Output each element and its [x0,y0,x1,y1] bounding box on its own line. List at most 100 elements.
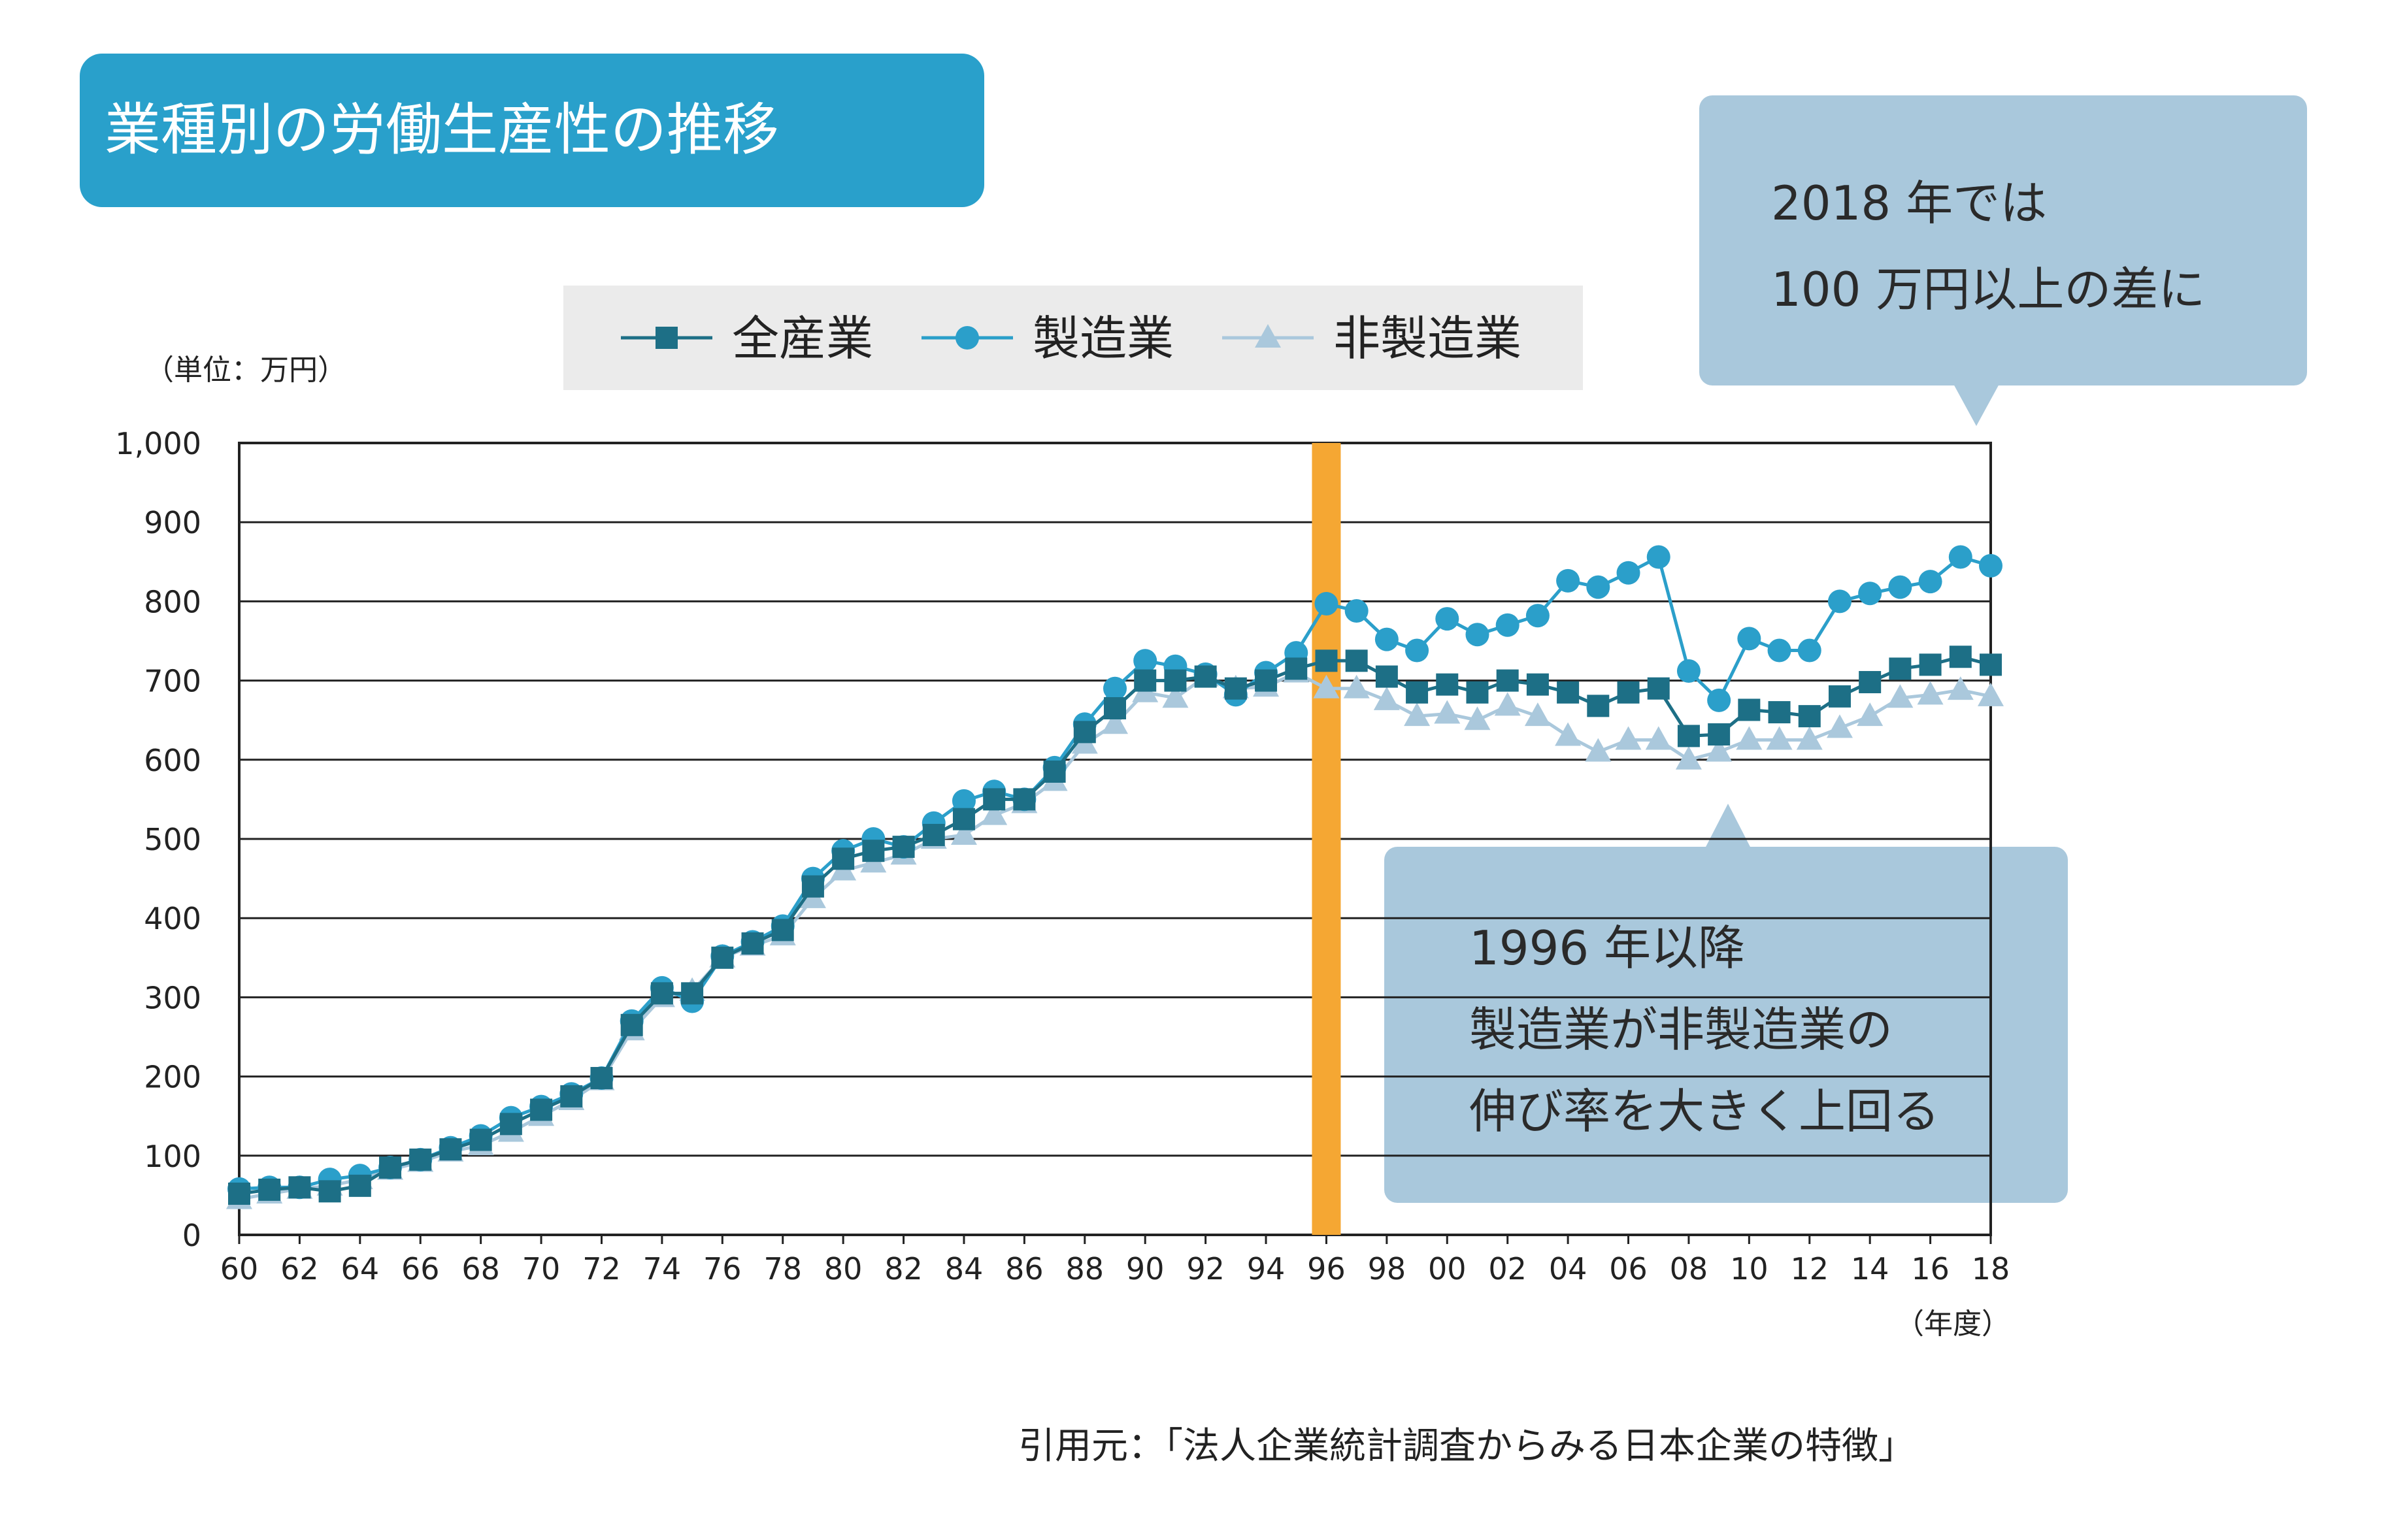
data-point [1615,726,1642,750]
data-point [348,1174,371,1197]
data-point [1617,681,1640,704]
x-tick-label: 12 [1790,1251,1829,1286]
data-point [1796,726,1823,750]
legend-item-2: 非製造業 [1222,311,1521,366]
y-unit-label: （単位：万円） [145,353,346,387]
data-point [1585,738,1612,762]
data-point [1525,604,1550,628]
y-tick-label: 900 [144,505,201,540]
data-point [1858,582,1882,606]
plot-frame [238,442,1992,1236]
data-point [711,946,734,969]
data-point [1073,721,1096,744]
x-tick-label: 14 [1851,1251,1889,1286]
data-point [983,788,1006,811]
x-tick-label: 10 [1730,1251,1769,1286]
data-point [1465,623,1489,647]
series-0 [228,646,2002,1205]
data-point [1313,674,1340,698]
data-point [1767,638,1791,663]
data-point [379,1156,402,1179]
data-point [560,1085,583,1107]
callout-bottom-line1: 1996 年以降 [1469,921,1746,975]
x-tick-label: 66 [401,1251,440,1286]
data-point [892,836,915,859]
data-point [1373,686,1400,710]
x-tick-label: 86 [1005,1251,1044,1286]
x-tick-label: 88 [1066,1251,1105,1286]
data-point [1980,653,2002,676]
data-point [1708,723,1731,746]
series-1 [227,545,2002,1201]
data-point [1495,613,1520,637]
data-point [1587,695,1610,717]
x-tick-label: 02 [1488,1251,1527,1286]
data-point [1133,649,1157,673]
data-point [681,982,704,1005]
data-point [1736,726,1763,750]
data-point [1738,698,1761,721]
data-point [1978,682,2004,706]
data-point [1766,726,1793,750]
data-point [1526,673,1549,696]
x-tick-label: 04 [1549,1251,1587,1286]
y-tick-label: 500 [144,822,201,857]
x-tick-label: 82 [884,1251,923,1286]
x-tick-label: 90 [1126,1251,1165,1286]
data-point [741,932,764,955]
legend-marker [955,326,979,350]
y-tick-label: 0 [182,1218,201,1253]
data-point [1888,575,1912,599]
data-point [1887,684,1914,708]
data-point [409,1148,432,1171]
callout-top-line1: 2018 年では [1771,176,2048,231]
title-banner [80,54,984,207]
data-point [1859,671,1882,694]
x-tick-label: 18 [1972,1251,2010,1286]
data-point [228,1182,250,1205]
legend-item-1: 製造業 [922,311,1174,366]
data-point [499,1113,522,1136]
data-point [620,1013,643,1036]
data-point [1586,575,1610,599]
data-point [1164,669,1187,692]
data-point [952,808,975,830]
data-point [1918,570,1942,594]
callout-bottom [1384,847,2068,1203]
data-point [981,801,1008,825]
data-point [318,1180,341,1203]
data-point [1857,702,1884,727]
data-point [1948,545,1972,569]
data-point [590,1067,613,1090]
data-point [771,919,794,942]
data-point [1677,725,1700,747]
data-point [1315,649,1338,672]
y-tick-label: 200 [144,1060,201,1095]
data-point [469,1128,492,1151]
x-tick-label: 62 [280,1251,319,1286]
data-point [1043,760,1066,783]
data-point [1798,705,1821,728]
data-point [1979,553,2002,578]
data-point [288,1176,311,1199]
series-line [239,554,1991,1191]
data-point [1405,638,1429,663]
data-point [1374,627,1399,651]
data-point [1255,669,1278,692]
data-point [1436,673,1459,696]
callout-top-line2: 100 万円以上の差に [1771,262,2206,317]
x-tick-label: 76 [703,1251,742,1286]
x-tick-label: 80 [824,1251,863,1286]
data-point [1557,681,1580,704]
data-point [1676,659,1701,683]
data-point [650,982,673,1005]
data-point [1827,589,1852,614]
x-tick-label: 16 [1911,1251,1950,1286]
y-tick-label: 1,000 [115,426,201,461]
data-point [1375,665,1398,688]
data-point [1494,692,1521,716]
y-tick-label: 700 [144,664,201,699]
data-point [1285,657,1308,680]
data-point [1103,676,1127,700]
data-point [1134,669,1157,692]
